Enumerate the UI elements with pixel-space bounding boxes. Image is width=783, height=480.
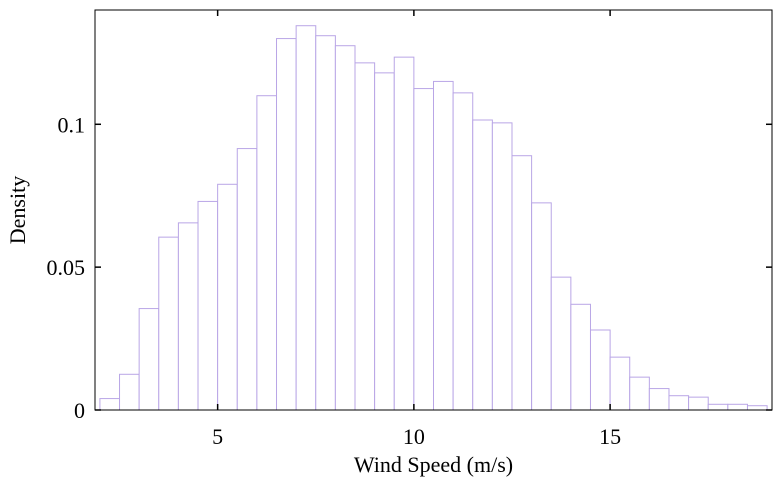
histogram-bar bbox=[531, 202, 552, 411]
y-tick-label: 0.1 bbox=[58, 112, 86, 137]
histogram-bar bbox=[413, 88, 435, 411]
histogram-bar bbox=[452, 92, 474, 411]
x-tick-label: 15 bbox=[599, 424, 621, 449]
histogram-bar bbox=[629, 376, 650, 411]
tick-labels-group: 5 10 15 0 0.05 0.1 bbox=[47, 112, 622, 449]
histogram-bar bbox=[256, 95, 278, 411]
histogram-bar bbox=[334, 45, 356, 411]
histogram-bar bbox=[707, 403, 729, 411]
bars-group bbox=[99, 25, 768, 411]
histogram-bar bbox=[276, 38, 297, 411]
histogram-bar bbox=[433, 80, 454, 411]
histogram-bar bbox=[217, 183, 238, 411]
histogram-bar bbox=[589, 329, 611, 411]
plot-frame bbox=[94, 9, 773, 411]
histogram-bar bbox=[295, 25, 317, 411]
y-tick-label: 0 bbox=[74, 398, 85, 423]
histogram-bar bbox=[158, 236, 179, 411]
ticks-group bbox=[95, 10, 772, 411]
histogram-bar bbox=[491, 122, 513, 411]
histogram-bar bbox=[374, 72, 395, 411]
histogram-bar bbox=[550, 276, 572, 411]
y-tick-label: 0.05 bbox=[47, 255, 86, 280]
histogram-bar bbox=[138, 308, 160, 411]
histogram-bar bbox=[119, 373, 140, 411]
histogram-bar bbox=[472, 119, 493, 411]
histogram-bar bbox=[177, 222, 199, 411]
histogram-bar bbox=[197, 200, 219, 411]
histogram-bar bbox=[746, 405, 768, 411]
x-tick-label: 10 bbox=[403, 424, 425, 449]
histogram-bar bbox=[609, 356, 631, 411]
histogram-bar bbox=[688, 396, 709, 411]
y-axis-label: Density bbox=[5, 176, 30, 244]
x-tick-label: 5 bbox=[212, 424, 223, 449]
histogram-bar bbox=[648, 388, 670, 411]
histogram-bar bbox=[99, 398, 121, 411]
histogram-bar bbox=[354, 62, 376, 411]
histogram-bar bbox=[236, 148, 258, 411]
histogram-bar bbox=[511, 155, 533, 411]
x-axis-label: Wind Speed (m/s) bbox=[354, 452, 513, 477]
histogram-bar bbox=[727, 403, 748, 411]
histogram-bar bbox=[315, 35, 336, 411]
histogram-bar bbox=[570, 303, 591, 411]
histogram-bar bbox=[668, 395, 690, 411]
histogram-bar bbox=[393, 56, 415, 411]
